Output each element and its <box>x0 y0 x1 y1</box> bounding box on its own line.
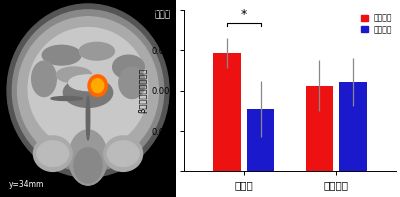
Legend: 直流定激, 比較条件: 直流定激, 比較条件 <box>361 14 392 34</box>
Ellipse shape <box>42 45 81 65</box>
Ellipse shape <box>107 141 139 166</box>
Ellipse shape <box>86 97 90 140</box>
Ellipse shape <box>74 148 102 183</box>
Ellipse shape <box>18 17 158 164</box>
Circle shape <box>88 75 107 97</box>
Bar <box>214 53 241 171</box>
Ellipse shape <box>51 97 83 100</box>
Ellipse shape <box>37 141 69 166</box>
Ellipse shape <box>63 78 113 107</box>
Text: y=34mm: y=34mm <box>9 180 44 189</box>
Text: *: * <box>241 8 247 21</box>
Ellipse shape <box>79 42 114 60</box>
Ellipse shape <box>7 4 169 177</box>
Ellipse shape <box>56 67 92 83</box>
Ellipse shape <box>104 136 142 171</box>
Text: 罪悪感: 罪悪感 <box>154 10 171 19</box>
Ellipse shape <box>32 61 56 97</box>
Bar <box>339 82 366 171</box>
Ellipse shape <box>69 75 107 91</box>
Y-axis label: β（協力する程度）: β（協力する程度） <box>138 68 147 113</box>
Bar <box>306 86 333 171</box>
Ellipse shape <box>34 136 72 171</box>
Ellipse shape <box>113 55 144 79</box>
Ellipse shape <box>28 28 148 150</box>
Circle shape <box>92 79 104 93</box>
Bar <box>247 109 274 171</box>
Ellipse shape <box>12 10 164 171</box>
Ellipse shape <box>69 130 107 185</box>
Ellipse shape <box>119 67 145 98</box>
